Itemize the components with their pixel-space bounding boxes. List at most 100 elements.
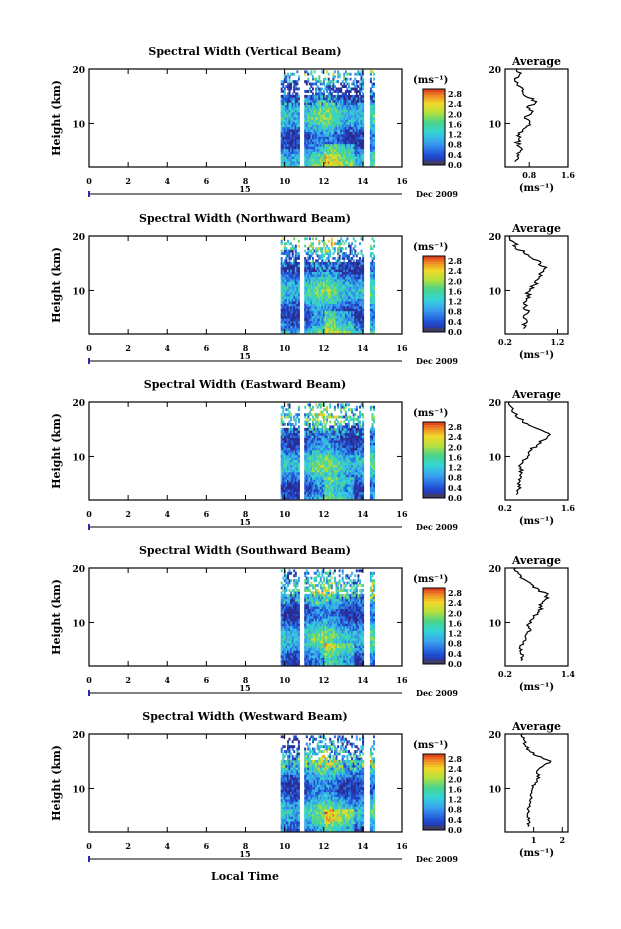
heatmap-cell [332, 124, 335, 128]
heatmap-cell [326, 249, 329, 253]
heatmap-cell [338, 464, 341, 468]
heatmap-cell [327, 94, 330, 98]
heatmap-cell [318, 99, 321, 103]
heatmap-cell [290, 432, 293, 436]
heatmap-cell [337, 146, 340, 150]
heatmap-cell [346, 102, 349, 106]
heatmap-cell [335, 293, 338, 297]
heatmap-cell [369, 80, 372, 84]
heatmap-cell [296, 310, 299, 314]
heatmap-cell [321, 266, 324, 270]
heatmap-cell [285, 288, 288, 292]
heatmap-cell [344, 279, 347, 282]
heatmap-cell [319, 301, 322, 304]
heatmap-cell [304, 432, 307, 436]
heatmap-cell [373, 151, 375, 154]
heatmap-cell [315, 249, 318, 253]
heatmap-cell [340, 163, 343, 167]
heatmap-cell [296, 491, 299, 495]
heatmap-cell [340, 274, 343, 277]
heatmap-cell [288, 85, 291, 88]
heatmap-cell [315, 301, 318, 304]
heatmap-cell [315, 92, 318, 96]
heatmap-cell [282, 94, 285, 98]
heatmap-cell [337, 276, 340, 280]
heatmap-cell [346, 119, 349, 123]
heatmap-cell [280, 119, 283, 123]
heatmap-cell [307, 479, 310, 483]
heatmap-cell [321, 134, 324, 137]
heatmap-cell [296, 141, 299, 145]
heatmap-cell [313, 474, 316, 478]
date-label: Dec 2009 [416, 356, 458, 366]
heatmap-cell [324, 286, 327, 290]
heatmap-cell [285, 153, 288, 157]
heatmap-cell [338, 283, 341, 287]
heatmap-cell [338, 445, 341, 448]
heatmap-cell [319, 454, 322, 458]
heatmap-cell [341, 116, 344, 120]
heatmap-cell [297, 457, 300, 461]
heatmap-cell [335, 102, 338, 106]
heatmap-cell [329, 298, 332, 302]
heatmap-cell [324, 148, 327, 152]
heatmap-cell [312, 82, 314, 86]
heatmap-cell [348, 116, 350, 120]
heatmap-cell [282, 494, 285, 497]
heatmap-cell [312, 271, 314, 275]
heatmap-cell [338, 476, 341, 480]
heatmap-cell [337, 301, 340, 304]
heatmap-cell [355, 264, 358, 268]
heatmap-cell [296, 328, 299, 331]
heatmap-cell [308, 303, 311, 307]
heatmap-cell [338, 330, 341, 334]
heatmap-cell [294, 124, 297, 128]
heatmap-cell [323, 293, 325, 297]
heatmap-cell [283, 102, 286, 106]
heatmap-cell [312, 298, 314, 302]
heatmap-cell [337, 247, 340, 251]
heatmap-cell [362, 281, 365, 285]
heatmap-cell [340, 139, 343, 142]
heatmap-cell [291, 432, 294, 436]
heatmap-cell [293, 425, 296, 429]
heatmap-cell [291, 318, 294, 321]
heatmap-cell [355, 151, 358, 154]
heatmap-cell [330, 425, 333, 429]
heatmap-cell [312, 494, 314, 497]
heatmap-cell [348, 90, 350, 93]
heatmap-cell [321, 271, 324, 275]
heatmap-cell [330, 116, 333, 120]
heatmap-cell [307, 298, 310, 302]
heatmap-cell [343, 276, 346, 280]
heatmap-cell [280, 440, 283, 443]
heatmap-cell [332, 462, 335, 465]
heatmap-cell [296, 104, 299, 108]
heatmap-cell [308, 310, 311, 314]
heatmap-cell [310, 281, 313, 285]
heatmap-cell [371, 328, 374, 331]
heatmap-cell [355, 109, 358, 113]
heatmap-cell [326, 151, 329, 154]
heatmap-cell [330, 286, 333, 290]
heatmap-cell [333, 281, 336, 285]
heatmap-cell [282, 114, 285, 118]
heatmap-cell [319, 330, 322, 334]
heatmap-cell [338, 87, 341, 91]
heatmap-cell [333, 430, 336, 434]
colorbar-swatch [423, 161, 445, 165]
heatmap-cell [354, 87, 357, 91]
heatmap-cell [308, 440, 311, 443]
heatmap-cell [305, 440, 308, 443]
heatmap-cell [359, 163, 361, 167]
heatmap-cell [340, 121, 343, 125]
heatmap-cell [307, 143, 310, 147]
heatmap-cell [293, 481, 296, 485]
heatmap-cell [354, 298, 357, 302]
heatmap-cell [315, 107, 318, 110]
heatmap-cell [341, 99, 344, 103]
heatmap-cell [316, 266, 319, 270]
heatmap-cell [304, 286, 307, 290]
heatmap-cell [326, 320, 329, 324]
heatmap-cell [310, 303, 313, 307]
